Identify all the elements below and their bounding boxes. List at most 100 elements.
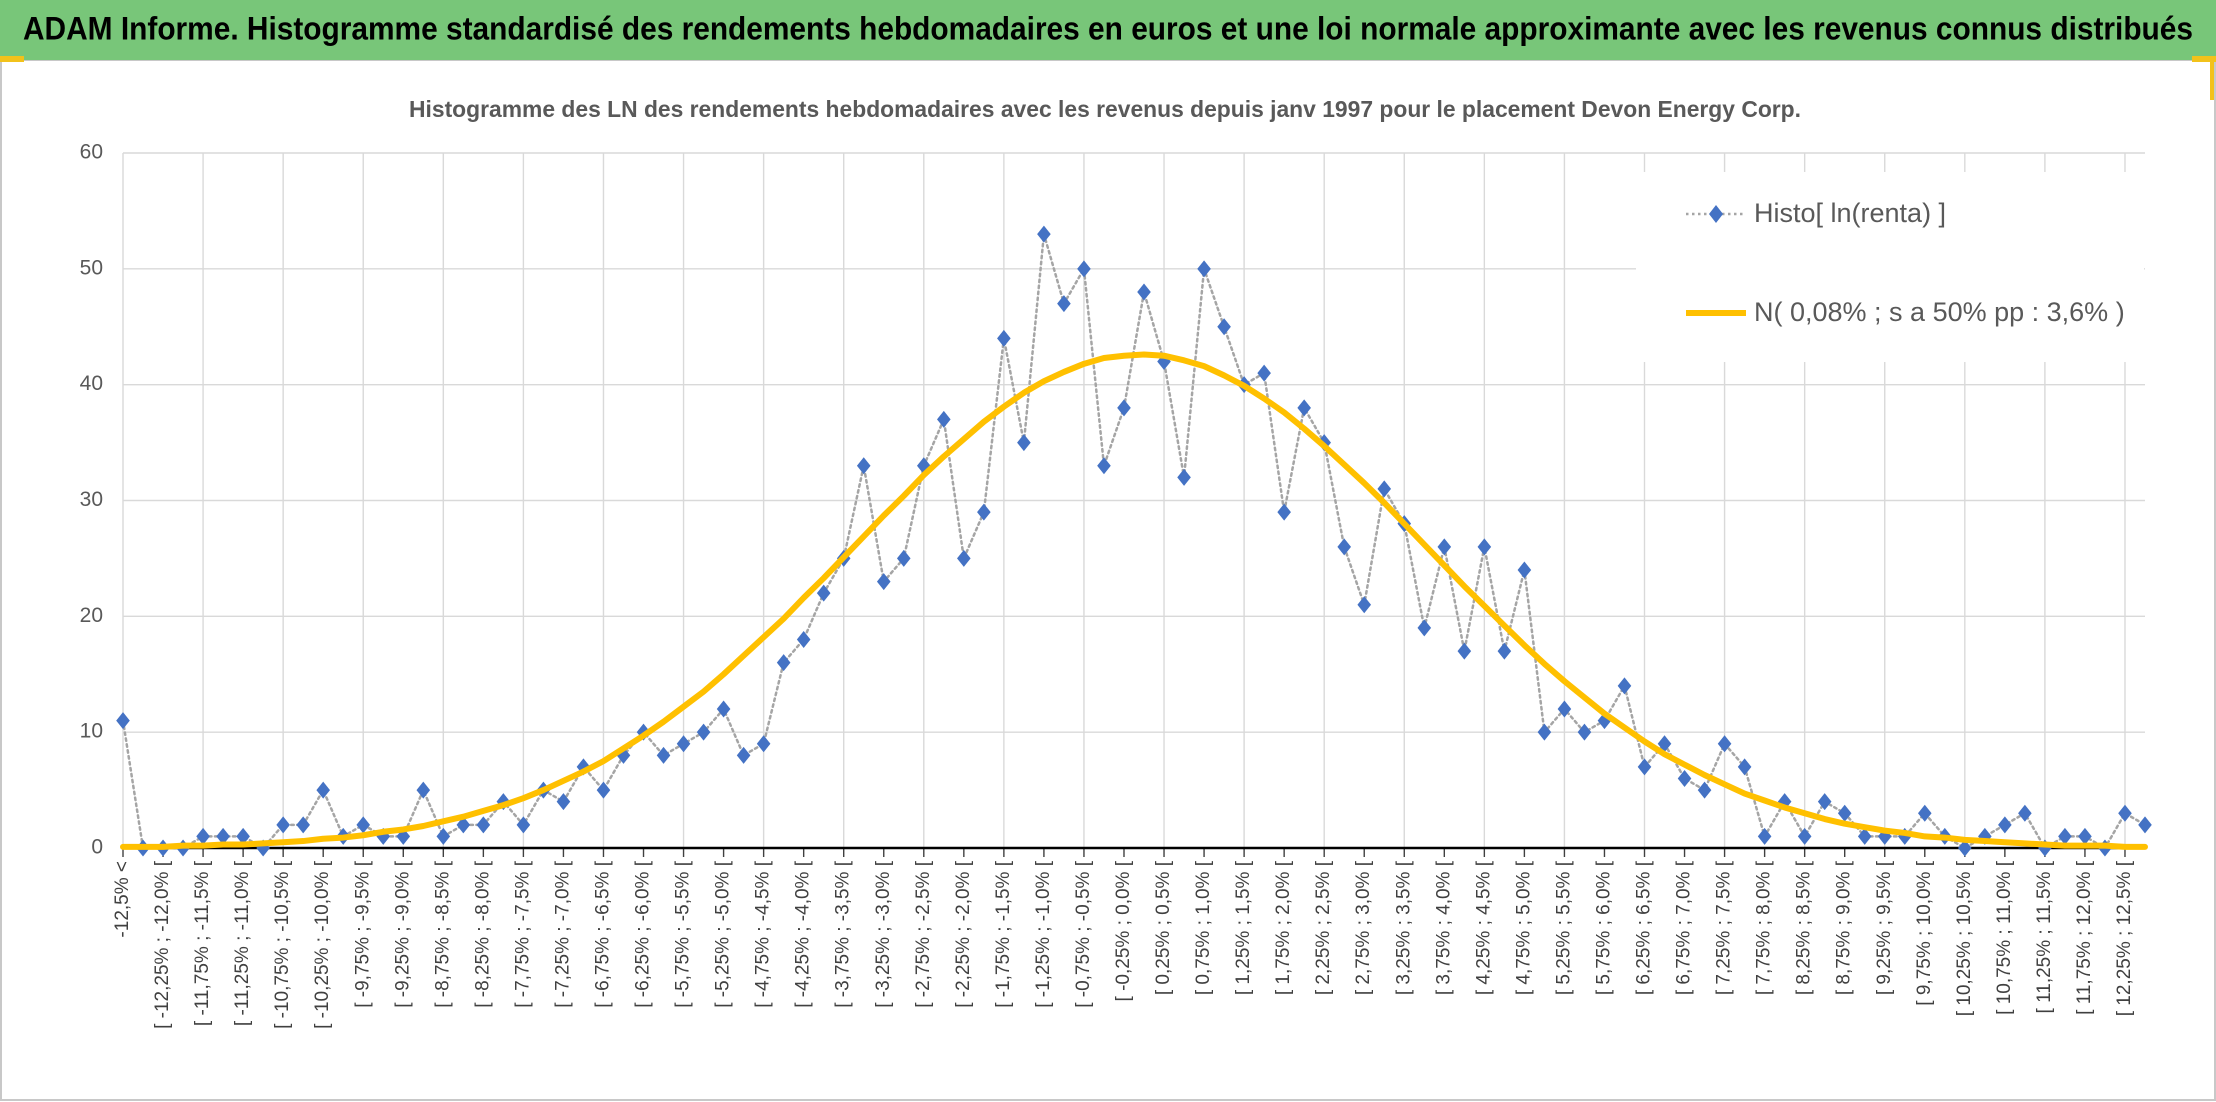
data-point — [556, 793, 571, 811]
data-point — [1517, 561, 1532, 579]
x-tick-label: [ 5,25% ; 5,5% [ — [1553, 860, 1574, 995]
data-point — [1357, 596, 1372, 614]
x-tick-label: [ -8,25% ; -8,0% [ — [472, 860, 493, 1008]
x-tick-label: [ 5,75% ; 6,0% [ — [1593, 860, 1614, 995]
data-point — [876, 573, 891, 591]
data-point — [196, 827, 210, 845]
data-point — [676, 735, 691, 753]
x-tick-label: [ 1,75% ; 2,0% [ — [1273, 860, 1294, 995]
x-tick-label: [ 6,25% ; 6,5% [ — [1634, 860, 1655, 995]
x-tick-label: [ -0,75% ; -0,5% [ — [1073, 860, 1094, 1008]
y-tick-label: 40 — [80, 372, 103, 395]
x-tick-label: [ 2,25% ; 2,5% [ — [1313, 860, 1334, 995]
y-tick-label: 60 — [80, 141, 103, 164]
data-point — [1097, 457, 1111, 475]
x-tick-label: [ 9,75% ; 10,0% [ — [1914, 860, 1935, 1005]
x-tick-label: [ -11,25% ; -11,0% [ — [232, 860, 253, 1026]
data-point — [1577, 723, 1592, 741]
data-point — [276, 816, 290, 834]
data-point — [116, 712, 130, 730]
data-point — [236, 827, 250, 845]
data-point — [1117, 399, 1131, 417]
data-point — [1757, 827, 1772, 845]
data-point — [1857, 827, 1872, 845]
data-point — [356, 816, 371, 834]
data-point — [2058, 827, 2072, 845]
x-tick-label: [ 3,75% ; 4,0% [ — [1433, 860, 1454, 995]
data-point — [2138, 816, 2152, 834]
data-point — [1837, 804, 1852, 822]
x-tick-label: [ 10,25% ; 10,5% [ — [1954, 860, 1975, 1016]
data-point — [1077, 260, 1091, 278]
data-point — [476, 816, 491, 834]
data-point — [1497, 642, 1512, 660]
x-tick-label: [ -11,75% ; -11,5% [ — [192, 860, 213, 1026]
data-point — [656, 746, 671, 764]
data-point — [1377, 480, 1392, 498]
data-point — [1657, 735, 1672, 753]
data-point — [1958, 839, 1972, 857]
data-point — [1037, 225, 1051, 243]
data-point — [977, 503, 991, 521]
legend-marker — [1709, 205, 1723, 223]
legend-label: N( 0,08% ; s a 50% pp : 3,6% ) — [1754, 297, 2125, 327]
x-tick-label: [ 4,75% ; 5,0% [ — [1513, 860, 1534, 995]
x-tick-label: -12,5% < — [112, 861, 133, 938]
x-tick-label: [ 3,25% ; 3,5% [ — [1393, 860, 1414, 995]
data-point — [1197, 260, 1211, 278]
data-point — [756, 735, 771, 753]
x-tick-label: [ -2,25% ; -2,0% [ — [953, 860, 974, 1008]
data-point — [1677, 770, 1692, 787]
header-banner — [0, 0, 2216, 60]
y-tick-label: 50 — [80, 256, 103, 279]
y-tick-label: 10 — [80, 720, 103, 743]
x-tick-label: [ 7,75% ; 8,0% [ — [1754, 860, 1775, 995]
grid: 0 10 20 30 40 50 60 -12,5% < [ -12,25% ; -12,0% … — [80, 141, 2145, 1029]
data-point — [937, 410, 951, 428]
x-tick-label: [ 8,25% ; 8,5% [ — [1794, 860, 1815, 995]
x-tick-label: [ 12,25% ; 12,5% [ — [2114, 860, 2135, 1016]
data-point — [776, 654, 791, 672]
x-tick-label: [ -7,25% ; -7,0% [ — [552, 860, 573, 1008]
data-point — [1257, 364, 1271, 382]
data-point — [216, 827, 230, 845]
data-point — [1537, 723, 1552, 741]
x-tick-label: [ -10,25% ; -10,0% [ — [312, 860, 333, 1029]
x-tick-label: [ -5,25% ; -5,0% [ — [713, 860, 734, 1008]
data-point — [1617, 677, 1632, 695]
data-point — [1217, 318, 1231, 336]
data-point — [1917, 804, 1932, 822]
data-point — [1017, 434, 1031, 452]
data-point — [576, 758, 591, 776]
data-point — [816, 584, 831, 602]
x-tick-label: [ 11,25% ; 11,5% [ — [2034, 860, 2055, 1013]
x-tick-label: [ -6,25% ; -6,0% [ — [633, 860, 654, 1008]
data-point — [516, 816, 531, 834]
x-tick-label: [ -3,25% ; -3,0% [ — [873, 860, 894, 1008]
data-point — [1457, 642, 1472, 660]
data-point — [856, 457, 871, 475]
x-tick-label: [ 1,25% ; 1,5% [ — [1233, 860, 1254, 995]
data-point — [957, 549, 971, 567]
x-tick-label: [ 9,25% ; 9,5% [ — [1874, 860, 1895, 995]
x-tick-label: [ -10,75% ; -10,5% [ — [272, 860, 293, 1029]
x-tick-label: [ -6,75% ; -6,5% [ — [592, 860, 613, 1008]
data-point — [416, 781, 431, 799]
x-tick-label: [ -1,75% ; -1,5% [ — [993, 860, 1014, 1008]
data-point — [436, 827, 451, 845]
data-point — [736, 746, 751, 764]
data-point — [2018, 804, 2032, 822]
y-tick-label: 20 — [80, 604, 103, 627]
corner-accent — [2192, 56, 2216, 62]
data-point — [1557, 700, 1572, 718]
side-accent — [2210, 60, 2214, 100]
legend: Histo[ ln(renta) ] N( 0,08% ; s a 50% pp … — [1636, 172, 2144, 362]
x-tick-label: [ -3,75% ; -3,5% [ — [833, 860, 854, 1008]
x-tick-label: [ -4,25% ; -4,0% [ — [793, 860, 814, 1008]
x-tick-label: [ -8,75% ; -8,5% [ — [432, 860, 453, 1008]
data-point — [316, 781, 330, 799]
x-tick-label: [ 2,75% ; 3,0% [ — [1353, 860, 1374, 995]
data-point — [456, 816, 471, 834]
